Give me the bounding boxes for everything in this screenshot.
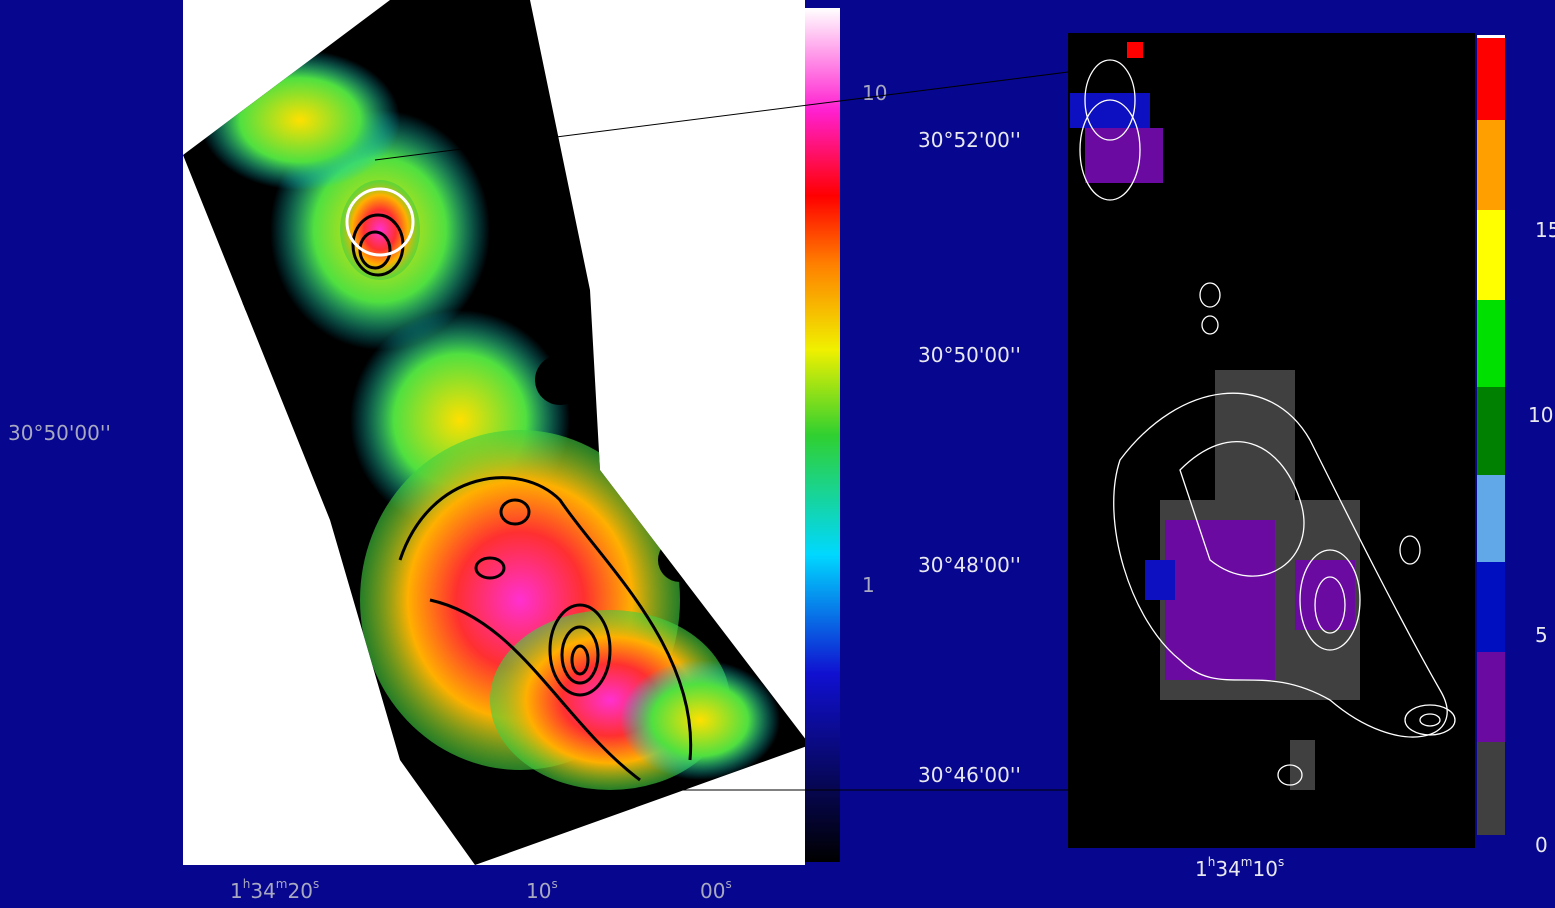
x-label: 1h34m10s: [1195, 855, 1284, 881]
y-label: 30°46'00'': [918, 763, 1021, 787]
colorbar-label: 5: [1535, 623, 1548, 647]
x-label: 00s: [700, 877, 732, 903]
colorbar-label: 15: [1535, 218, 1555, 242]
colorbar-label: 10: [862, 81, 887, 105]
x-label: 1h34m20s: [230, 877, 319, 903]
y-label: 30°50'00'': [8, 421, 111, 445]
y-label: 30°50'00'': [918, 343, 1021, 367]
right-colorbar: [1477, 35, 1505, 835]
x-label: 10s: [526, 877, 558, 903]
colorbar-label: 0: [1535, 833, 1548, 857]
colorbar-label: 1: [862, 573, 875, 597]
left-colorbar: [805, 8, 840, 862]
colorbar-label: 10: [1528, 403, 1553, 427]
figure: 10 1 30°50'00'' 1h34m20s 10s 00s: [0, 0, 1555, 908]
y-label: 30°48'00'': [918, 553, 1021, 577]
y-label: 30°52'00'': [918, 128, 1021, 152]
